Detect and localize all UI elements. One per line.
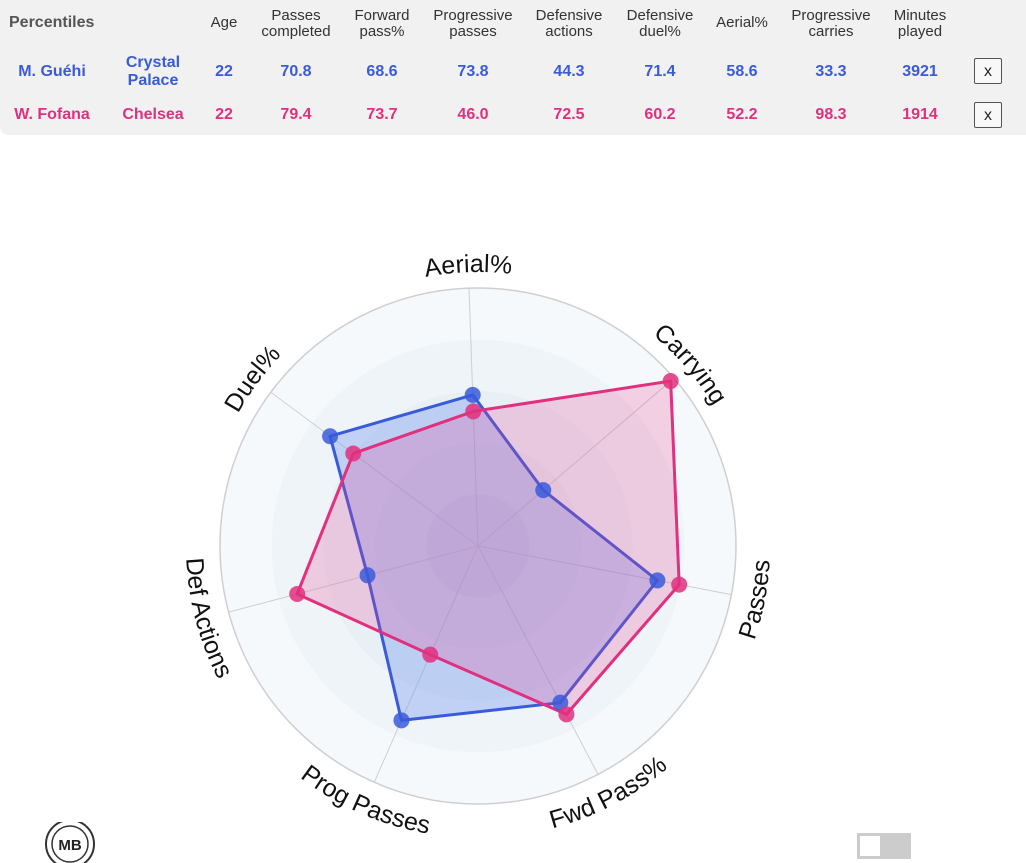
radar-spoke xyxy=(477,377,675,547)
percentiles-heading: Percentiles xyxy=(9,14,95,31)
header-forward-pass: Forward pass% xyxy=(354,7,410,40)
data-point xyxy=(558,706,575,723)
data-point xyxy=(422,646,439,663)
progressive-carries-value: 33.3 xyxy=(815,63,847,80)
data-point xyxy=(535,482,552,499)
minutes-played-value: 3921 xyxy=(902,63,938,80)
toggle-knob xyxy=(860,836,880,856)
progressive-passes-value: 73.8 xyxy=(457,63,489,80)
view-toggle[interactable] xyxy=(857,833,911,859)
defensive-duel-value: 60.2 xyxy=(644,106,676,123)
header-defensive-actions: Defensive actions xyxy=(535,7,603,40)
player-team: Chelsea xyxy=(122,106,184,123)
forward-pass-value: 68.6 xyxy=(366,63,398,80)
data-point xyxy=(671,576,688,593)
data-point xyxy=(345,445,362,462)
radar-spoke xyxy=(477,545,732,596)
header-age: Age xyxy=(210,14,238,31)
defensive-actions-value: 72.5 xyxy=(553,106,585,123)
progressive-carries-value: 98.3 xyxy=(815,106,847,123)
header-defensive-duel: Defensive duel% xyxy=(626,7,694,40)
radar-spoke xyxy=(228,545,479,613)
axis-label: Passes xyxy=(733,559,775,643)
player-name: M. Guéhi xyxy=(18,63,86,80)
radar-spoke xyxy=(270,391,479,547)
data-point xyxy=(322,428,339,445)
progressive-passes-value: 46.0 xyxy=(457,106,489,123)
defensive-actions-value: 44.3 xyxy=(553,63,585,80)
remove-player-button[interactable]: x xyxy=(974,58,1002,84)
series-area-1 xyxy=(328,393,659,722)
forward-pass-value: 73.7 xyxy=(366,106,398,123)
mb-logo: MB xyxy=(45,822,95,863)
player-team: Crystal Palace xyxy=(125,54,181,89)
percentiles-table: Percentiles Age Passes completed Forward p… xyxy=(0,0,1026,135)
axis-label: Aerial% xyxy=(422,250,513,283)
data-point xyxy=(359,567,376,584)
player-age: 22 xyxy=(215,63,233,80)
logo-text: MB xyxy=(58,837,81,854)
minutes-played-value: 1914 xyxy=(902,106,938,123)
header-progressive-passes: Progressive passes xyxy=(433,7,513,40)
header-aerial: Aerial% xyxy=(716,14,768,31)
radar-spoke xyxy=(477,545,599,775)
data-point xyxy=(289,585,306,602)
aerial-value: 58.6 xyxy=(726,63,758,80)
data-point xyxy=(464,386,481,403)
header-progressive-carries: Progressive carries xyxy=(791,7,871,40)
data-point xyxy=(662,373,679,390)
header-minutes-played: Minutes played xyxy=(893,7,947,40)
passes-completed-value: 79.4 xyxy=(280,106,312,123)
data-point xyxy=(393,712,410,729)
player-age: 22 xyxy=(215,106,233,123)
header-passes-completed: Passes completed xyxy=(261,7,331,40)
defensive-duel-value: 71.4 xyxy=(644,63,676,80)
aerial-value: 52.2 xyxy=(726,106,758,123)
series-area-2 xyxy=(295,379,681,716)
data-point xyxy=(649,572,666,589)
radar-spoke xyxy=(373,545,479,783)
passes-completed-value: 70.8 xyxy=(280,63,312,80)
remove-player-button[interactable]: x xyxy=(974,102,1002,128)
data-point xyxy=(465,403,482,420)
player-name: W. Fofana xyxy=(14,106,90,123)
